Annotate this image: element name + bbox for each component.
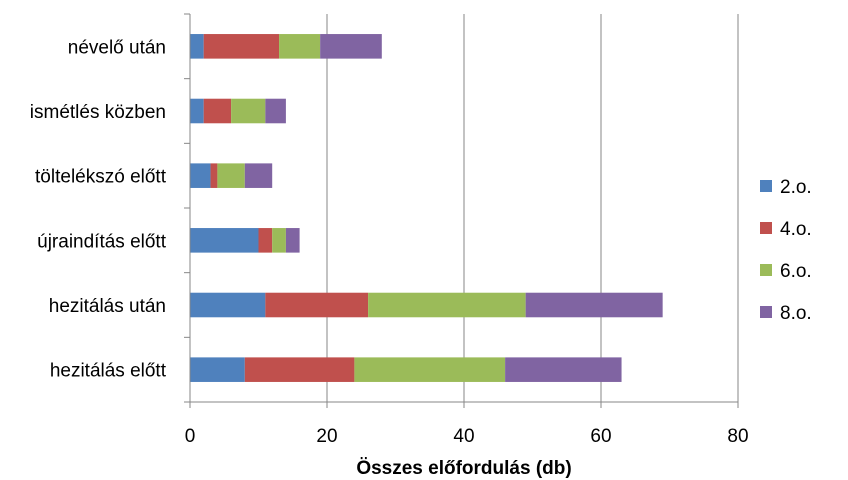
bar-segment [244,163,273,188]
bar-segment [354,357,506,382]
bar-segment [203,98,232,124]
category-label: újraindítás előtt [37,231,167,252]
category-label: névelő után [68,37,166,58]
bar-segment [265,292,369,318]
bar-segment [265,98,286,124]
bar-segment [368,292,526,318]
legend-label: 4.o. [780,219,812,240]
bar-segment [190,34,204,59]
legend-swatch [760,180,772,192]
bars [190,34,663,382]
bar-segment [525,292,663,318]
legend: 2.o. 4.o. 6.o. 8.o. [760,177,812,324]
tick-labels: 0 20 40 60 80 [185,426,749,447]
gridlines [326,14,739,402]
x-tick-label: 20 [316,426,337,447]
bar-segment [231,98,266,124]
bar-segment [244,357,355,382]
bar-segment [203,34,280,59]
bar-segment [190,163,211,188]
bar-segment [258,228,273,253]
legend-label: 8.o. [780,303,812,324]
category-label: hezitálás után [49,296,166,317]
bar-segment [279,34,321,59]
x-tick-label: 0 [185,426,196,447]
bar-segment [190,292,266,318]
x-tick-label: 60 [590,426,611,447]
category-label: töltelékszó előtt [35,167,167,188]
legend-swatch [760,306,772,318]
bar-segment [285,228,300,253]
legend-swatch [760,222,772,234]
x-tick-label: 80 [727,426,748,447]
legend-swatch [760,264,772,276]
bar-segment [190,98,204,124]
legend-label: 6.o. [780,261,812,282]
bar-segment [272,228,286,253]
bar-segment [190,228,259,253]
category-labels: névelő után ismétlés közben töltelékszó el… [30,37,167,381]
legend-label: 2.o. [780,177,812,198]
bar-segment [217,163,245,188]
x-tick-label: 40 [453,426,474,447]
axes [184,13,739,408]
category-label: hezitálás előtt [50,361,167,382]
bar-segment [190,357,245,382]
category-label: ismétlés közben [30,102,166,123]
bar-segment [505,357,622,382]
bar-segment [320,34,382,59]
bar-segment [210,163,218,188]
x-axis-title: Összes előfordulás (db) [356,458,571,479]
